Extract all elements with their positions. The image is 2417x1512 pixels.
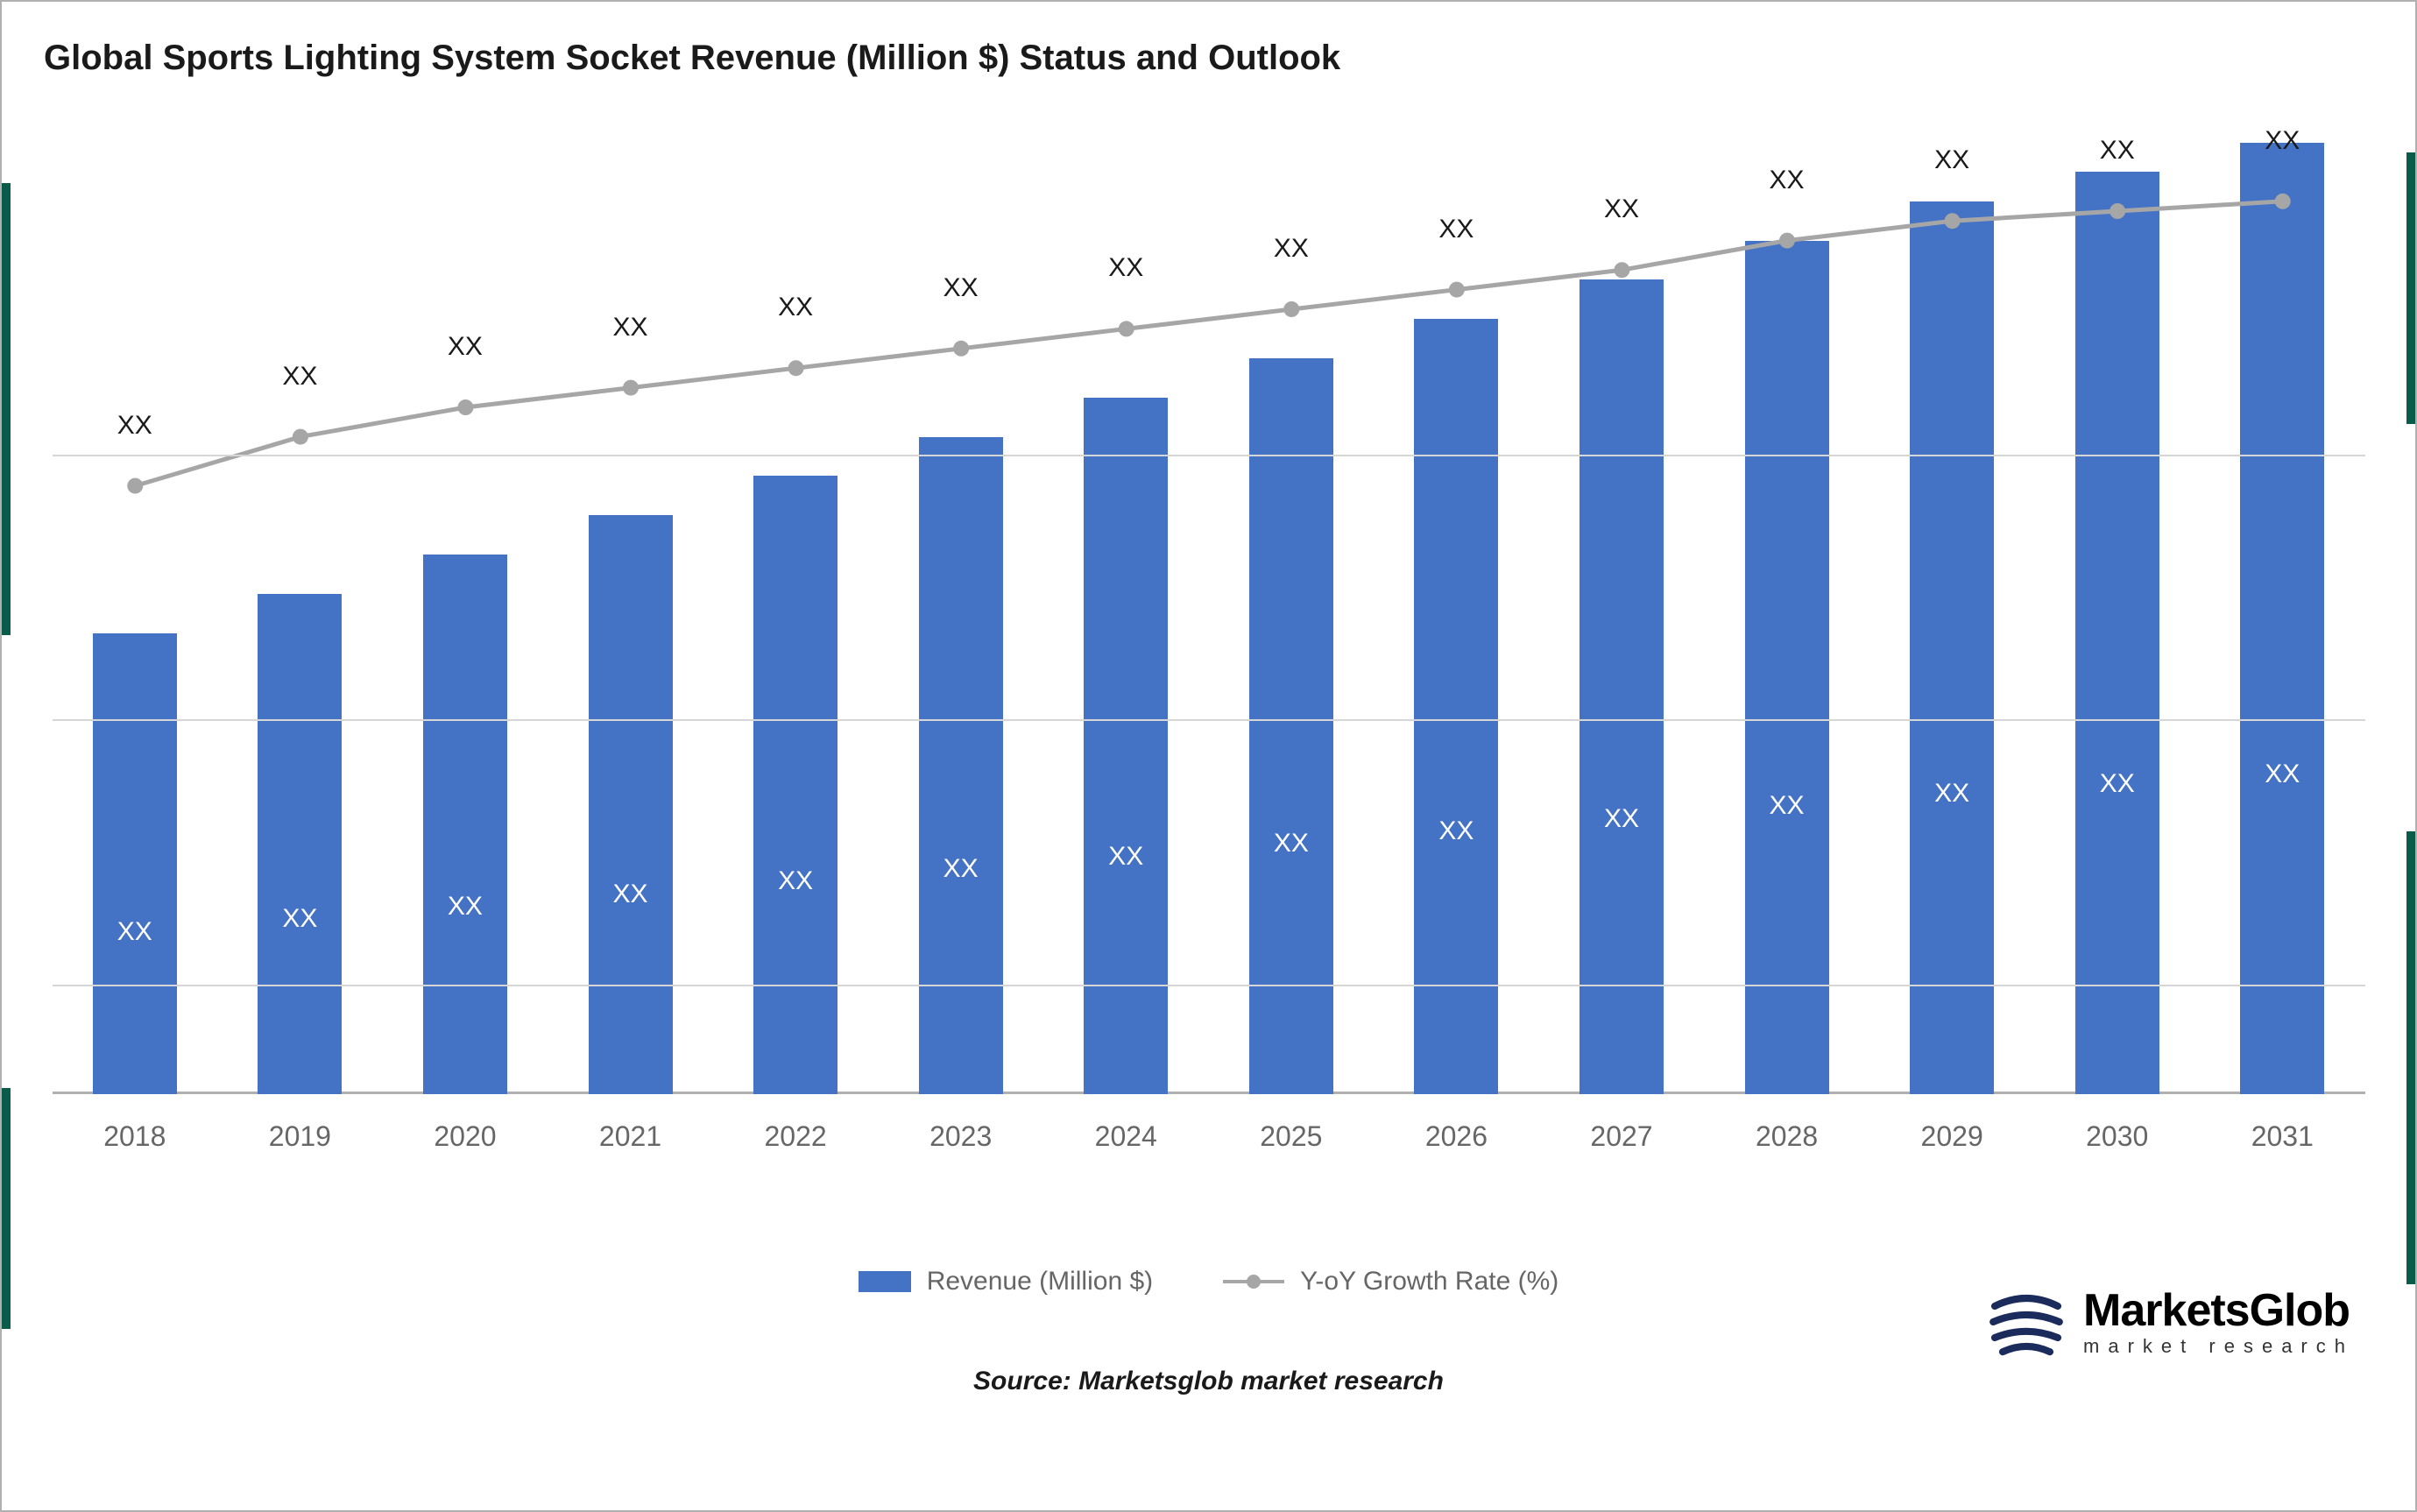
bar-slot: XX XX (2200, 113, 2365, 1094)
line-point-label: XX (778, 293, 813, 322)
bar-value-label: XX (1438, 816, 1474, 846)
legend-label-growth: Y-oY Growth Rate (%) (1300, 1267, 1558, 1297)
legend-item-growth: Y-oY Growth Rate (%) (1223, 1267, 1558, 1297)
line-point-label: XX (2100, 136, 2135, 166)
bar: XX (1414, 319, 1498, 1094)
x-axis-label: 2019 (217, 1120, 383, 1153)
bar-value-label: XX (2265, 760, 2300, 789)
x-axis-labels: 2018201920202021202220232024202520262027… (53, 1120, 2365, 1153)
bar-value-label: XX (1770, 791, 1805, 821)
x-axis-label: 2025 (1209, 1120, 1375, 1153)
bar-slot: XX XX (1704, 113, 1869, 1094)
bar: XX (1580, 279, 1664, 1094)
x-axis-label: 2029 (1869, 1120, 2035, 1153)
line-point-label: XX (613, 313, 648, 343)
bar-value-label: XX (117, 917, 152, 947)
line-point-label: XX (282, 362, 317, 392)
bar-slot: XX XX (1869, 113, 2035, 1094)
line-point-label: XX (1274, 234, 1309, 264)
bar: XX (1084, 398, 1168, 1094)
legend-label-revenue: Revenue (Million $) (927, 1267, 1153, 1297)
bar: XX (2240, 143, 2324, 1094)
line-point-label: XX (2265, 126, 2300, 156)
line-point-label: XX (117, 411, 152, 441)
x-axis-label: 2024 (1043, 1120, 1209, 1153)
bar: XX (753, 476, 837, 1094)
x-axis-label: 2027 (1539, 1120, 1705, 1153)
legend-swatch-bar (859, 1271, 911, 1292)
bar-slot: XX XX (1539, 113, 1705, 1094)
x-axis-label: 2020 (383, 1120, 548, 1153)
chart-plot: XXXXXXXXXXXXXXXXXXXXXXXXXXXXXXXXXXXXXXXX… (53, 113, 2365, 1094)
x-axis-label: 2026 (1374, 1120, 1539, 1153)
bar-value-label: XX (1934, 779, 1969, 809)
bar-value-label: XX (282, 904, 317, 934)
bar-value-label: XX (1604, 804, 1639, 834)
line-point-label: XX (448, 332, 483, 362)
line-point-label: XX (943, 273, 979, 303)
bar-value-label: XX (943, 854, 979, 884)
line-point-label: XX (1770, 166, 1805, 195)
line-point-label: XX (1604, 194, 1639, 224)
bar-slot: XX XX (217, 113, 383, 1094)
chart-container: Global Sports Lighting System Socket Rev… (0, 0, 2417, 1512)
x-axis-label: 2030 (2034, 1120, 2200, 1153)
accent-stripe (2406, 831, 2415, 1284)
bar: XX (919, 437, 1003, 1094)
bar-slot: XX XX (2034, 113, 2200, 1094)
bar-slot: XX XX (383, 113, 548, 1094)
line-point-label: XX (1934, 145, 1969, 175)
x-axis-label: 2018 (53, 1120, 218, 1153)
bar: XX (589, 515, 673, 1094)
bars-group: XXXXXXXXXXXXXXXXXXXXXXXXXXXXXXXXXXXXXXXX… (53, 113, 2365, 1094)
chart-title: Global Sports Lighting System Socket Rev… (44, 39, 2380, 78)
line-point-label: XX (1438, 215, 1474, 244)
x-axis-label: 2021 (548, 1120, 713, 1153)
bar-value-label: XX (2100, 769, 2135, 799)
bar: XX (93, 633, 177, 1094)
bar-value-label: XX (613, 880, 648, 909)
bar-value-label: XX (1108, 842, 1143, 872)
bar: XX (1910, 201, 1994, 1094)
grid-line (53, 719, 2365, 721)
grid-line (53, 985, 2365, 986)
brand-subtitle: market research (2083, 1337, 2354, 1356)
bar-slot: XX XX (53, 113, 218, 1094)
bar-slot: XX XX (713, 113, 879, 1094)
bar-slot: XX XX (878, 113, 1043, 1094)
x-axis-label: 2031 (2200, 1120, 2365, 1153)
bar-value-label: XX (778, 866, 813, 896)
bar: XX (1745, 241, 1829, 1094)
legend-item-revenue: Revenue (Million $) (859, 1267, 1153, 1297)
x-axis-label: 2022 (713, 1120, 879, 1153)
brand-text: MarketsGlob market research (2083, 1288, 2354, 1356)
bar-slot: XX XX (1209, 113, 1375, 1094)
bar-value-label: XX (448, 892, 483, 922)
grid-line (53, 455, 2365, 456)
source-text: Source: Marketsglob market research (37, 1367, 2380, 1396)
bar: XX (258, 594, 342, 1094)
bar-value-label: XX (1274, 829, 1309, 858)
brand-name: MarketsGlob (2083, 1288, 2354, 1333)
brand-logo: MarketsGlob market research (1987, 1282, 2354, 1361)
bar-slot: XX XX (1374, 113, 1539, 1094)
accent-stripe (2406, 152, 2415, 424)
globe-icon (1987, 1282, 2066, 1361)
legend-swatch-line (1223, 1280, 1284, 1283)
bar-slot: XX XX (548, 113, 713, 1094)
line-point-label: XX (1108, 253, 1143, 283)
bar: XX (2075, 172, 2159, 1094)
x-axis-label: 2023 (878, 1120, 1043, 1153)
bar: XX (423, 555, 507, 1094)
bar-slot: XX XX (1043, 113, 1209, 1094)
x-axis-label: 2028 (1704, 1120, 1869, 1153)
